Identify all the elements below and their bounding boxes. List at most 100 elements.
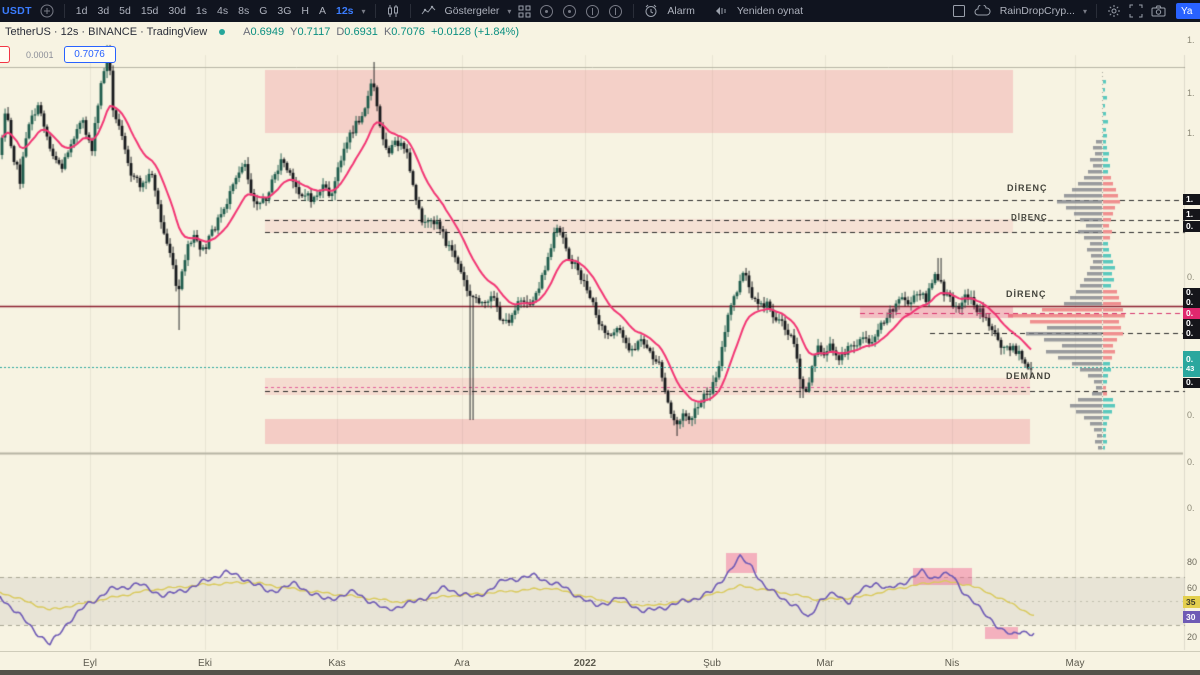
ohlc-value: 0.6931 <box>344 26 378 38</box>
resistance-label: DİRENÇ <box>1007 183 1048 193</box>
instant-trade-widget: 0.0001 0.7076 <box>0 46 116 63</box>
price-scale-label: 0. <box>1183 319 1200 329</box>
alarm-button[interactable]: Alarm <box>667 5 695 17</box>
timeframe-H[interactable]: H <box>301 5 309 17</box>
timeframe-A[interactable]: A <box>318 5 326 17</box>
time-axis-label[interactable]: 2022 <box>573 658 597 669</box>
chevron-down-icon[interactable]: ▾ <box>361 6 366 16</box>
symbol-button[interactable]: USDT <box>2 5 32 17</box>
price-scale-label: 0. <box>1183 308 1200 319</box>
time-axis-label[interactable]: Kas <box>328 658 346 669</box>
time-axis-label[interactable]: May <box>1065 658 1085 669</box>
ohlc-label: D <box>336 26 345 38</box>
toolbar-right-group: RainDropCryp... ▾ <box>948 0 1200 22</box>
timeframe-1s[interactable]: 1s <box>195 5 208 17</box>
timeframe-5d[interactable]: 5d <box>119 5 131 17</box>
rsi-tick-label: 60 <box>1187 583 1198 593</box>
template-circle-icon[interactable] <box>608 4 623 19</box>
template-circle-icon[interactable] <box>539 4 554 19</box>
price-scale-label: 0. <box>1183 329 1200 339</box>
price-scale-label: 0. <box>1183 221 1200 232</box>
layout-icon[interactable] <box>952 4 966 18</box>
publish-button[interactable]: Ya <box>1176 3 1200 19</box>
cloud-save-icon[interactable] <box>974 5 991 17</box>
legend-title[interactable]: TetherUS · 12s · BINANCE · TradingView <box>5 26 208 38</box>
time-axis-border <box>0 651 1200 652</box>
ohlc-label: Y <box>290 26 298 38</box>
price-tick-label: 0. <box>1187 503 1195 513</box>
toolbar-separator <box>633 4 635 18</box>
rsi-tick-label: 20 <box>1187 632 1198 642</box>
time-axis-label[interactable]: Şub <box>703 658 721 669</box>
time-axis-label[interactable]: Ara <box>454 658 470 669</box>
timeframe-3d[interactable]: 3d <box>97 5 110 17</box>
price-scale-label: 0. <box>1183 288 1200 298</box>
demand-label: DEMAND <box>1006 371 1052 381</box>
price-tick-label: 1. <box>1187 88 1195 98</box>
timeframe-30d[interactable]: 30d <box>168 5 186 17</box>
template-circle-icon[interactable] <box>585 4 600 19</box>
timeframe-G[interactable]: G <box>259 5 268 17</box>
toolbar-separator <box>374 4 376 18</box>
ohlc-label: A <box>243 26 251 38</box>
time-axis-label[interactable]: Mar <box>816 658 834 669</box>
cloud-layout-name[interactable]: RainDropCryp... <box>999 5 1075 17</box>
top-toolbar: USDT 1d 3d 5d 15d 30d 1s 4s 8s G 3G H A 12s ▾ Göster… <box>0 0 1200 22</box>
grid-layout-icon[interactable] <box>518 5 531 18</box>
price-tick-label: 1. <box>1187 128 1195 138</box>
resistance-label: DİRENÇ <box>1006 289 1047 299</box>
price-tick-label: 1. <box>1187 35 1195 45</box>
rsi-ma-value-box: 35 <box>1183 596 1200 608</box>
time-axis-label[interactable]: Eki <box>198 658 212 669</box>
replay-button[interactable]: Yeniden oynat <box>736 5 804 17</box>
timeframe-3G[interactable]: 3G <box>277 5 292 17</box>
timeframe-list: 1d 3d 5d 15d 30d 1s 4s 8s G 3G H A 12s <box>71 0 359 22</box>
ohlc-value: 0.7117 <box>297 26 331 38</box>
spread-value: 0.0001 <box>26 49 54 60</box>
chart-legend: TetherUS · 12s · BINANCE · TradingView A… <box>5 26 519 38</box>
candle-style-icon[interactable] <box>386 4 400 18</box>
price-scale-label: 0. <box>1183 298 1200 308</box>
ohlc-label: K <box>383 26 392 38</box>
fullscreen-icon[interactable] <box>1129 4 1143 18</box>
change-value: +0.0128 (+1.84%) <box>430 26 520 38</box>
price-tick-label: 0. <box>1187 457 1195 467</box>
price-scale-label: 1. <box>1183 209 1200 220</box>
price-scale-label: 1. <box>1183 194 1200 205</box>
status-connected-dot <box>219 29 226 35</box>
chevron-down-icon[interactable]: ▾ <box>1082 6 1087 16</box>
ohlc-value: 0.7076 <box>391 26 425 38</box>
indicators-button[interactable]: Göstergeler <box>444 5 500 17</box>
timeframe-8s[interactable]: 8s <box>238 5 250 17</box>
buy-price-button[interactable]: 0.7076 <box>63 46 116 63</box>
time-axis-label[interactable]: Eyl <box>83 658 97 669</box>
rsi-tick-label: 80 <box>1187 557 1198 567</box>
compare-plus-icon[interactable] <box>40 4 54 18</box>
toolbar-separator <box>63 4 65 18</box>
ohlc-value: 0.6949 <box>250 26 285 38</box>
resistance-label: DİRENÇ <box>1011 213 1048 222</box>
price-tick-label: 0. <box>1187 410 1195 420</box>
time-axis-label[interactable]: Nis <box>944 658 960 669</box>
template-circle-icon[interactable] <box>562 4 577 19</box>
sell-price-button[interactable] <box>0 46 10 63</box>
timeframe-active[interactable]: 12s <box>336 5 354 17</box>
camera-snapshot-icon[interactable] <box>1151 5 1166 17</box>
chevron-down-icon[interactable]: ▾ <box>507 6 512 16</box>
bottom-strip <box>0 670 1200 675</box>
timeframe-1d[interactable]: 1d <box>75 5 88 17</box>
price-scale-label: 0. 43 <box>1183 351 1200 377</box>
timeframe-4s[interactable]: 4s <box>217 5 229 17</box>
replay-icon[interactable] <box>714 5 728 17</box>
toolbar-separator <box>409 4 411 18</box>
toolbar-separator <box>1096 4 1097 18</box>
alarm-clock-icon[interactable] <box>644 4 658 18</box>
timeframe-15d[interactable]: 15d <box>140 5 159 17</box>
indicators-icon[interactable] <box>421 5 436 18</box>
price-scale-label: 0. <box>1183 378 1200 388</box>
rsi-value-box: 30 <box>1183 611 1200 623</box>
ohlc-values: A0.6949 Y0.7117 D0.6931 K0.7076 +0.0128 (+1.… <box>237 26 519 38</box>
gear-icon[interactable] <box>1107 4 1121 18</box>
